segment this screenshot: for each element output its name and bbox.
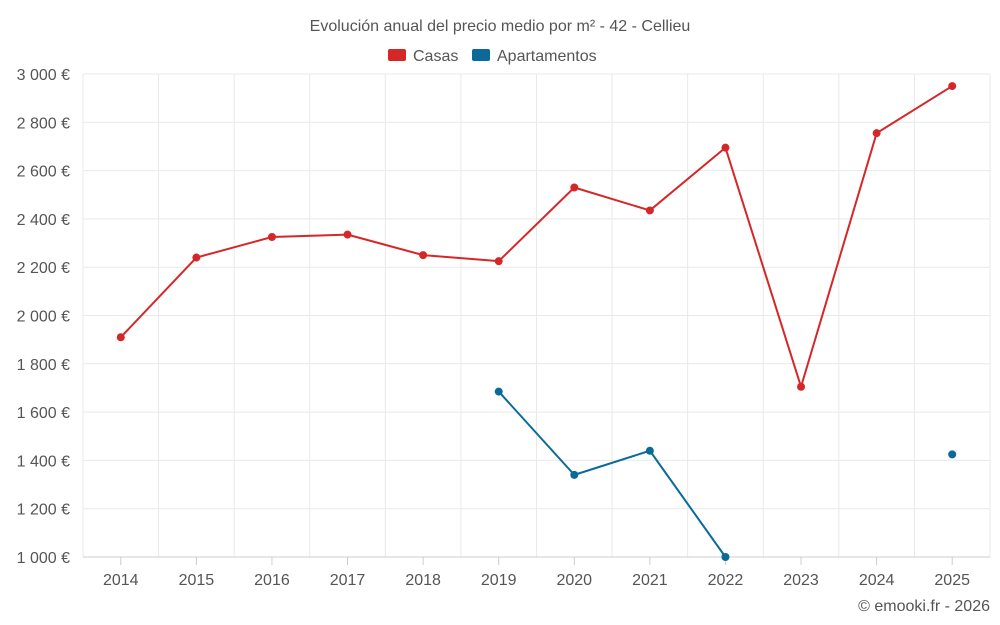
- data-point[interactable]: [494, 387, 503, 396]
- y-tick-label: 2 600 €: [17, 164, 70, 181]
- x-tick-label: 2020: [556, 572, 592, 589]
- y-tick-label: 2 800 €: [17, 115, 70, 132]
- credit-text: © emooki.fr - 2026: [858, 598, 990, 615]
- data-point[interactable]: [645, 446, 654, 455]
- y-tick-label: 1 400 €: [17, 453, 70, 470]
- x-tick-label: 2018: [405, 572, 441, 589]
- x-axis-ticks: 2014 2015 2016 2017 2018 2019 2020 2021 2022 2023…: [103, 557, 970, 589]
- data-point[interactable]: [267, 233, 276, 242]
- chart-title: Evolución anual del precio medio por m² …: [310, 18, 691, 35]
- legend-label: Apartamentos: [497, 48, 597, 65]
- x-tick-label: 2024: [859, 572, 895, 589]
- x-tick-label: 2025: [934, 572, 970, 589]
- series-line: [497, 390, 727, 558]
- data-point[interactable]: [721, 553, 730, 561]
- x-tick-label: 2019: [481, 572, 517, 589]
- data-point[interactable]: [494, 257, 503, 266]
- legend-swatch: [388, 49, 406, 61]
- x-tick-label: 2017: [330, 572, 366, 589]
- legend-label: Casas: [413, 48, 458, 65]
- data-point[interactable]: [948, 450, 957, 459]
- x-tick-label: 2015: [179, 572, 215, 589]
- series-layer: [116, 82, 957, 561]
- legend-item-apartamentos[interactable]: Apartamentos: [472, 48, 597, 65]
- y-tick-label: 1 200 €: [17, 502, 70, 519]
- y-tick-label: 1 600 €: [17, 405, 70, 422]
- data-point[interactable]: [797, 382, 806, 391]
- data-point[interactable]: [570, 470, 579, 479]
- y-tick-label: 2 000 €: [17, 309, 70, 326]
- legend-item-casas[interactable]: Casas: [388, 48, 458, 65]
- y-tick-label: 1 000 €: [17, 550, 70, 567]
- data-point[interactable]: [343, 230, 352, 239]
- y-tick-label: 3 000 €: [17, 67, 70, 84]
- series-casas: [116, 82, 957, 391]
- series-line: [120, 85, 953, 388]
- y-tick-label: 2 200 €: [17, 260, 70, 277]
- x-tick-label: 2014: [103, 572, 139, 589]
- series-apartamentos: [494, 387, 957, 561]
- data-point[interactable]: [948, 82, 957, 91]
- x-tick-label: 2022: [708, 572, 744, 589]
- data-point[interactable]: [645, 206, 654, 215]
- x-tick-label: 2021: [632, 572, 668, 589]
- data-point[interactable]: [419, 251, 428, 260]
- data-point[interactable]: [872, 129, 881, 138]
- legend-swatch: [472, 49, 490, 61]
- x-tick-label: 2023: [783, 572, 819, 589]
- grid: [82, 73, 991, 558]
- x-tick-label: 2016: [254, 572, 290, 589]
- data-point[interactable]: [116, 333, 125, 342]
- legend: Casas Apartamentos: [388, 48, 597, 65]
- y-tick-label: 2 400 €: [17, 212, 70, 229]
- data-point[interactable]: [192, 253, 201, 262]
- data-point[interactable]: [570, 183, 579, 192]
- data-point[interactable]: [721, 143, 730, 152]
- y-tick-label: 1 800 €: [17, 357, 70, 374]
- y-axis-ticks: 1 000 € 1 200 € 1 400 € 1 600 € 1 800 € 2 000…: [17, 67, 70, 567]
